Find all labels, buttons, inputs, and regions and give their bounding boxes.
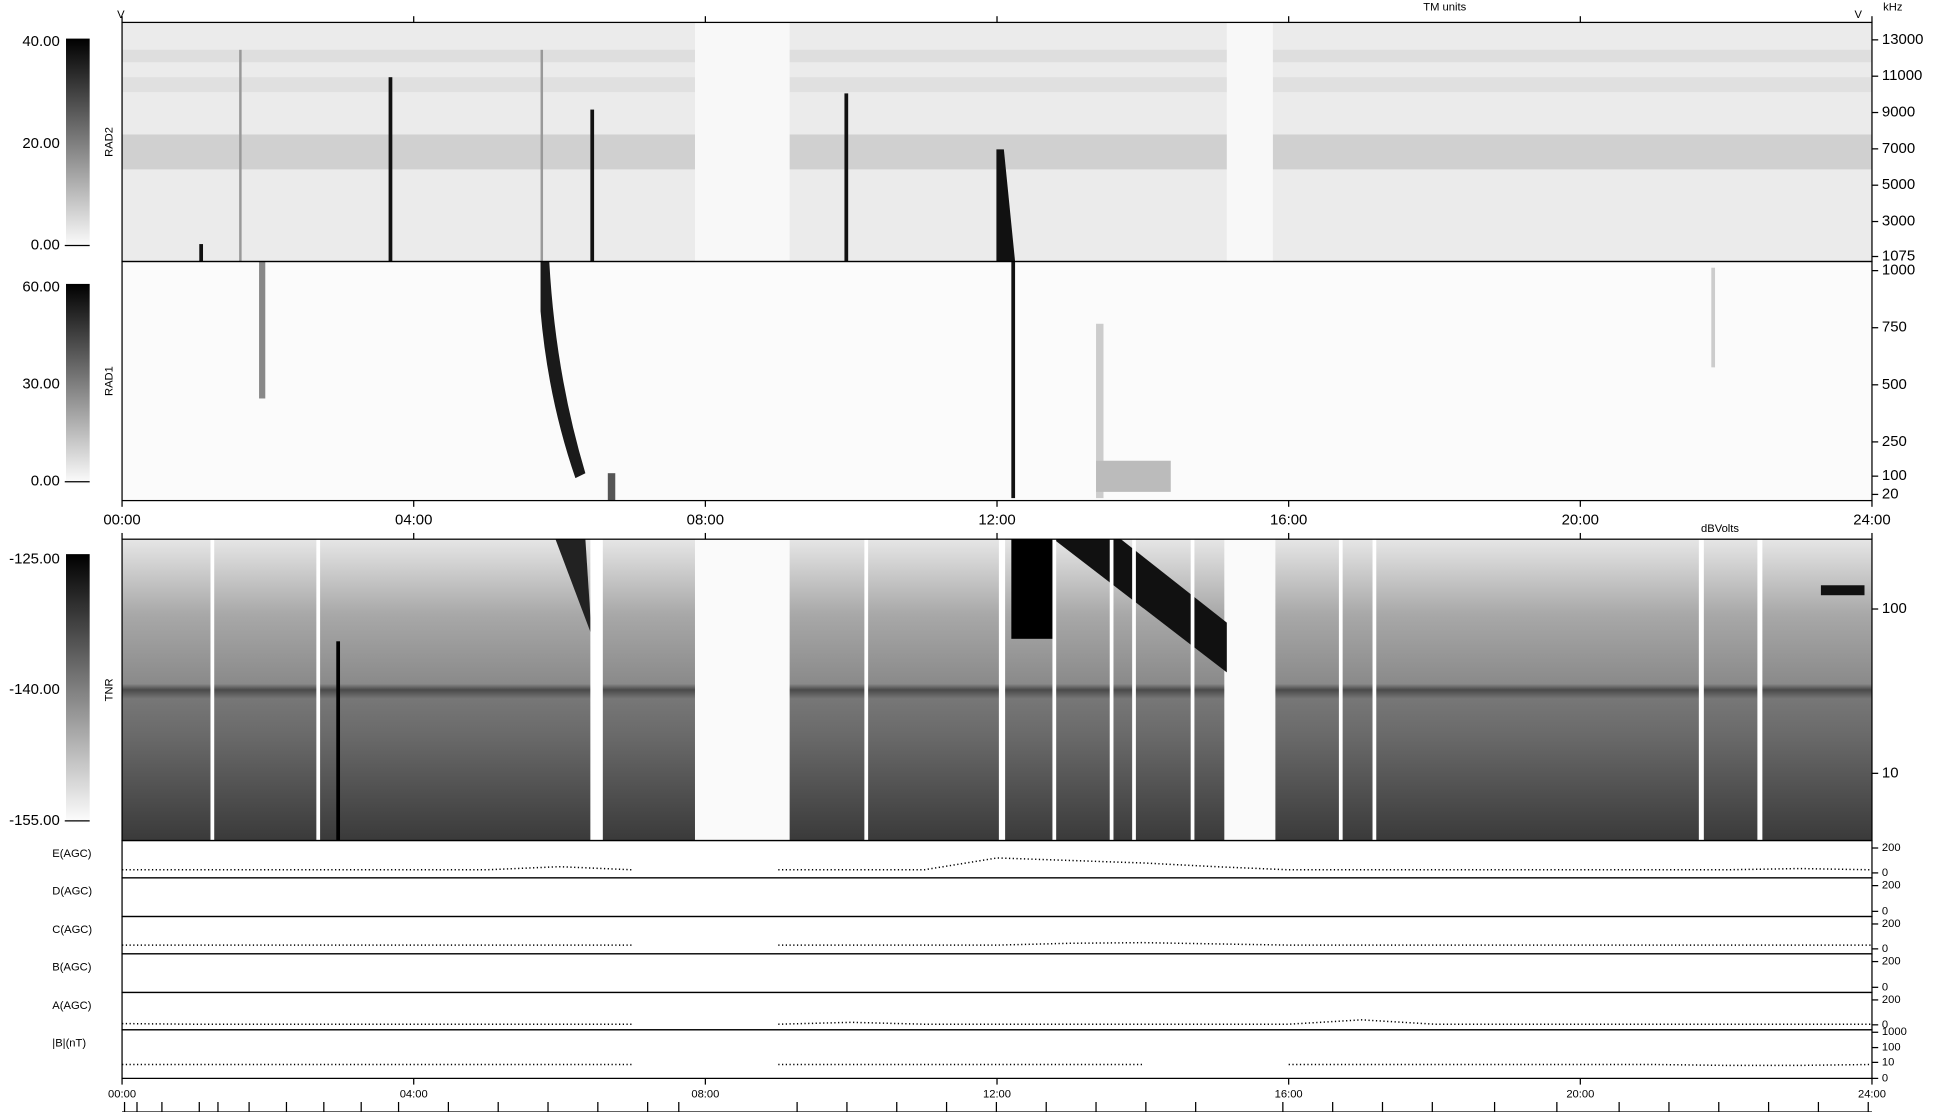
agc-trace	[122, 1063, 1872, 1067]
colorbar-label: 0.00	[31, 236, 60, 253]
y-tick-label: 500	[1882, 376, 1907, 393]
panel-label: RAD1	[104, 366, 116, 396]
panel-frame	[121, 915, 1873, 955]
tnr-unit: dBVolts	[1701, 523, 1739, 535]
y-tick-label: 3000	[1882, 212, 1915, 229]
data-coverage-strip	[122, 1102, 1872, 1112]
x-tick-label: 08:00	[691, 1089, 719, 1101]
x-tick-label: 24:00	[1853, 511, 1890, 528]
y-tick-label: 0	[1882, 1019, 1888, 1031]
units-label: TM units	[1423, 1, 1466, 13]
y-tick-label: 9000	[1882, 103, 1915, 120]
y-tick-label: 250	[1882, 433, 1907, 450]
panel-label: E(AGC)	[52, 848, 91, 860]
volt-label: V	[1855, 9, 1863, 21]
panel-label: |B|(nT)	[52, 1037, 86, 1049]
x-tick-label: 12:00	[983, 1089, 1011, 1101]
x-tick-label: 20:00	[1562, 511, 1599, 528]
colorbar-label: 0.00	[31, 473, 60, 490]
x-tick-label: 00:00	[108, 1089, 136, 1101]
panel-label: D(AGC)	[52, 886, 92, 898]
y-tick-label: 0	[1882, 1072, 1888, 1084]
y-tick-label: 100	[1882, 600, 1907, 617]
y-tick-label: 0	[1882, 943, 1888, 955]
y-tick-label: 1000	[1882, 1026, 1907, 1038]
panel-frame	[121, 953, 1873, 994]
colorbar-label: -125.00	[9, 550, 60, 567]
x-tick-label: 20:00	[1566, 1089, 1594, 1101]
y-tick-label: 11000	[1882, 67, 1922, 84]
x-tick-label: 16:00	[1275, 1089, 1303, 1101]
y-tick-label: 5000	[1882, 176, 1915, 193]
colorbar-label: 40.00	[22, 33, 59, 50]
y-tick-label: 200	[1882, 880, 1901, 892]
y-tick-label: 100	[1882, 1042, 1901, 1054]
agc-trace	[122, 1019, 1872, 1025]
y-tick-label: 1000	[1882, 262, 1915, 279]
colorbar-label: 30.00	[22, 376, 59, 393]
panel-label: C(AGC)	[52, 924, 92, 936]
rad1-image	[122, 261, 1872, 501]
y-tick-label: 13000	[1882, 31, 1924, 48]
panel-frame	[121, 839, 1873, 879]
colorbar-label: 20.00	[22, 135, 59, 152]
colorbar-label: 60.00	[22, 279, 59, 296]
x-tick-label: 04:00	[395, 511, 432, 528]
colorbar-label: -140.00	[9, 681, 60, 698]
x-tick-label: 24:00	[1858, 1089, 1886, 1101]
y-tick-label: 0	[1882, 905, 1888, 917]
y-tick-label: 200	[1882, 842, 1901, 854]
colorbar	[66, 554, 90, 825]
agc-trace	[122, 857, 1872, 871]
freq-unit: kHz	[1883, 1, 1903, 13]
x-tick-label: 00:00	[103, 511, 140, 528]
y-tick-label: 100	[1882, 467, 1907, 484]
y-tick-label: 20	[1882, 485, 1899, 502]
panel-label: TNR	[104, 678, 116, 701]
y-tick-label: 200	[1882, 918, 1901, 930]
colorbar-label: -155.00	[9, 812, 60, 829]
panel-label: A(AGC)	[52, 1000, 91, 1012]
colorbar	[66, 283, 90, 486]
y-tick-label: 0	[1882, 867, 1888, 879]
x-tick-label: 04:00	[400, 1089, 428, 1101]
y-tick-label: 1075	[1882, 247, 1915, 264]
colorbar	[66, 38, 90, 250]
panel-frame	[121, 1029, 1873, 1080]
y-tick-label: 0	[1882, 981, 1888, 993]
y-tick-label: 7000	[1882, 140, 1915, 157]
y-tick-label: 10	[1882, 764, 1899, 781]
x-tick-label: 12:00	[978, 511, 1015, 528]
y-tick-label: 750	[1882, 319, 1907, 336]
x-tick-label: 08:00	[687, 511, 724, 528]
panel-label: RAD2	[104, 127, 116, 157]
x-tick-label: 16:00	[1270, 511, 1307, 528]
tnr-image	[122, 539, 1872, 841]
y-tick-label: 10	[1882, 1056, 1894, 1068]
volt-label: V	[117, 9, 125, 21]
panel-frame	[121, 877, 1873, 918]
agc-trace	[122, 941, 1872, 946]
panel-label: B(AGC)	[52, 962, 91, 974]
y-tick-label: 200	[1882, 956, 1901, 968]
rad2-image	[122, 22, 1872, 262]
y-tick-label: 200	[1882, 994, 1901, 1006]
